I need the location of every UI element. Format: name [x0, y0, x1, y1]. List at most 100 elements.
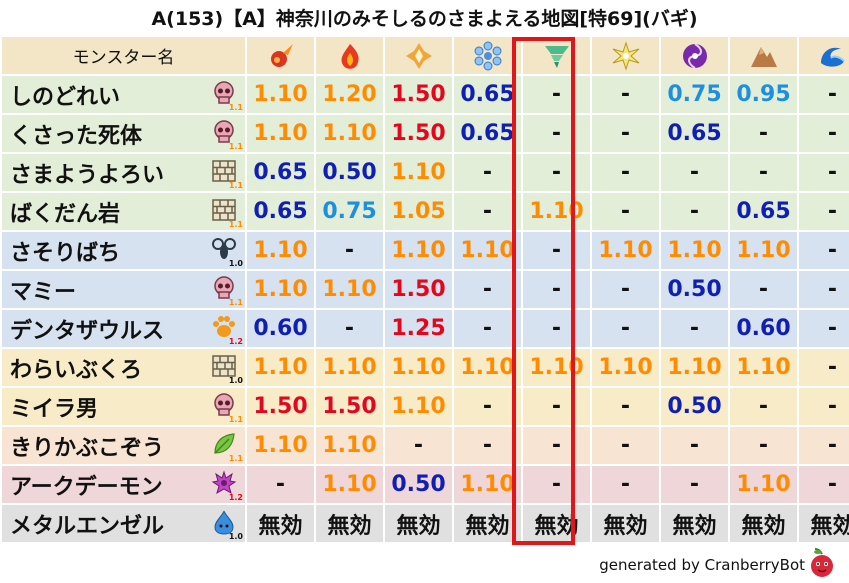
- resistance-value: 0.50: [385, 466, 452, 503]
- resistance-value: 0.65: [454, 115, 521, 152]
- monster-type-badge: [211, 392, 237, 418]
- monster-level: 1.2: [228, 337, 243, 346]
- resistance-value: 1.10: [385, 232, 452, 269]
- column-header-fire: [247, 37, 314, 74]
- resistance-value: 0.50: [661, 388, 728, 425]
- fire-icon: [270, 43, 293, 67]
- monster-level: 1.1: [228, 454, 243, 463]
- resistance-value: -: [661, 193, 728, 230]
- resistance-value: -: [592, 76, 659, 113]
- ice-icon: [474, 41, 501, 70]
- resistance-value: -: [247, 466, 314, 503]
- monster-name: マミー: [10, 279, 77, 305]
- resistance-value: -: [799, 388, 849, 425]
- resistance-value: 1.10: [316, 349, 383, 386]
- resistance-value: -: [454, 193, 521, 230]
- resistance-value: -: [316, 310, 383, 347]
- brick-icon: [212, 199, 236, 221]
- resistance-value: 0.50: [661, 271, 728, 308]
- resistance-value: -: [799, 154, 849, 191]
- monster-name-cell: しのどれい 1.1: [2, 76, 245, 113]
- resistance-value: -: [523, 427, 590, 464]
- resistance-value: -: [454, 388, 521, 425]
- resistance-value: -: [592, 388, 659, 425]
- table-row: きりかぶこぞう 1.1 1.10 1.10- - - - - - -: [2, 427, 849, 464]
- table-row: さそりばち 1.0 1.10-1.10 1.10-1.10 1.10 1.10-: [2, 232, 849, 269]
- monster-name-cell: ミイラ男 1.1: [2, 388, 245, 425]
- table-row: しのどれい 1.1 1.10 1.20 1.50 0.65- -0.75 0.95-: [2, 76, 849, 113]
- resistance-value: 1.10: [661, 232, 728, 269]
- earth-icon: [405, 42, 432, 69]
- monster-type-badge: [211, 119, 237, 145]
- monster-level: 1.1: [228, 103, 243, 112]
- page-title: A(153)【A】神奈川のみそしるのさまよえる地図[特69](バギ): [151, 8, 698, 30]
- resistance-value: 0.60: [730, 310, 797, 347]
- resistance-value: 1.05: [385, 193, 452, 230]
- resistance-value: 1.10: [247, 115, 314, 152]
- resistance-value: 1.10: [316, 466, 383, 503]
- skull-icon: [214, 276, 234, 299]
- monster-level: 1.1: [228, 298, 243, 307]
- resistance-value: 1.25: [385, 310, 452, 347]
- resistance-value: -: [730, 115, 797, 152]
- resistance-value: 1.10: [247, 271, 314, 308]
- monster-level: 1.1: [228, 142, 243, 151]
- resistance-value: -: [523, 271, 590, 308]
- brick-icon: [212, 355, 236, 377]
- table-row: マミー 1.1 1.10 1.10 1.50- - -0.50- -: [2, 271, 849, 308]
- monster-name: くさった死体: [10, 123, 143, 149]
- resistance-value: -: [661, 427, 728, 464]
- resistance-value: -: [523, 115, 590, 152]
- resistance-value: 0.75: [661, 76, 728, 113]
- monster-type-badge: [211, 275, 237, 301]
- resistance-value: 無効: [730, 505, 797, 542]
- table-row: デンタザウルス 1.2 0.60-1.25- - - -0.60-: [2, 310, 849, 347]
- resistance-value: 0.95: [730, 76, 797, 113]
- brick-icon: [212, 160, 236, 182]
- resistance-value: 0.65: [661, 115, 728, 152]
- resistance-value: -: [799, 193, 849, 230]
- resistance-value: 1.10: [385, 154, 452, 191]
- resistance-value: -: [592, 466, 659, 503]
- monster-type-badge: [211, 353, 237, 379]
- resistance-value: -: [523, 388, 590, 425]
- resistance-value: -: [523, 76, 590, 113]
- resistance-value: -: [523, 466, 590, 503]
- resistance-value: 無効: [661, 505, 728, 542]
- resistance-value: -: [454, 427, 521, 464]
- resistance-value: -: [523, 154, 590, 191]
- slime-icon: [214, 510, 234, 535]
- resistance-value: 1.10: [454, 349, 521, 386]
- monster-name: きりかぶこぞう: [10, 435, 165, 461]
- resistance-value: -: [730, 427, 797, 464]
- resistance-value: 1.10: [592, 232, 659, 269]
- monster-level: 1.1: [228, 181, 243, 190]
- monster-name: わらいぶくろ: [10, 357, 143, 383]
- resistance-value: -: [592, 427, 659, 464]
- resistance-value: -: [730, 154, 797, 191]
- resistance-value: 1.20: [316, 76, 383, 113]
- resistance-value: -: [385, 427, 452, 464]
- resistance-value: -: [730, 388, 797, 425]
- column-header-sand: [730, 37, 797, 74]
- resistance-value: 1.50: [247, 388, 314, 425]
- resistance-value: 0.65: [454, 76, 521, 113]
- resistance-value: -: [799, 310, 849, 347]
- resistance-value: 1.10: [316, 427, 383, 464]
- dark-icon: [682, 42, 707, 69]
- resistance-value: 無効: [799, 505, 849, 542]
- resistance-value: 0.60: [247, 310, 314, 347]
- column-header-water: [799, 37, 849, 74]
- resistance-value: 1.10: [730, 466, 797, 503]
- column-header-wind: [523, 37, 590, 74]
- column-header-name: モンスター名: [2, 37, 245, 74]
- resistance-value: -: [799, 232, 849, 269]
- table-row: さまようよろい 1.1 0.65 0.50 1.10- - - - - -: [2, 154, 849, 191]
- resistance-value: -: [592, 193, 659, 230]
- resistance-value: 1.10: [523, 349, 590, 386]
- resistance-value: 1.50: [385, 115, 452, 152]
- resistance-value: -: [592, 154, 659, 191]
- header-row: モンスター名: [2, 37, 849, 74]
- resistance-value: 1.50: [385, 271, 452, 308]
- resistance-value: -: [523, 310, 590, 347]
